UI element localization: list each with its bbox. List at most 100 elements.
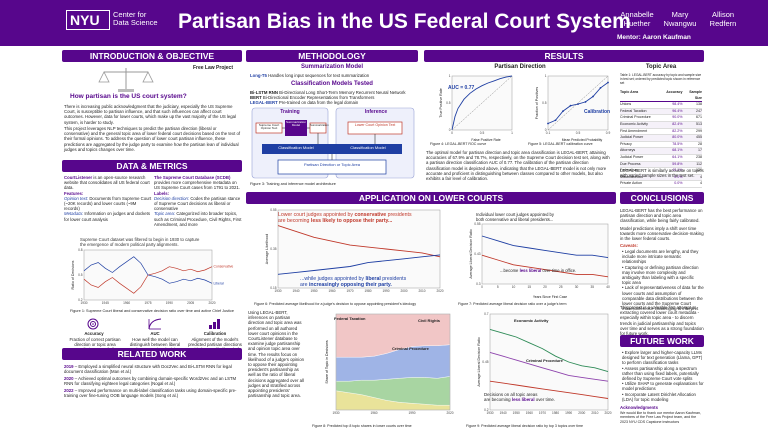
table-row: Federalism 43.1% 130 <box>620 168 702 175</box>
results-heading: RESULTS <box>424 50 704 62</box>
x-tick-label: 1940 <box>500 411 507 415</box>
fig6-chart: 1930 1940 1950 1960 1970 1980 1990 2000 2010 2020… <box>265 208 444 293</box>
opinion-text: Documents from Supreme Court (~20K recor… <box>64 195 152 212</box>
courtlistener-text: is an open-source research website that … <box>64 175 150 191</box>
table-cell: First Amendment <box>620 128 648 133</box>
model-name: Bi-LSTM RNN <box>250 90 278 95</box>
ann-blue-a: ...while judges appointed by <box>300 276 365 282</box>
x-tick-label: 1975 <box>144 301 151 305</box>
related-text: Employed a simplified neural structure w… <box>64 364 232 375</box>
y-axis-label: True Positive Rate <box>439 88 443 117</box>
table-cell: Attorneys <box>620 148 636 153</box>
table-cell: 90.0% <box>672 115 683 120</box>
intro-paragraph-2: This project leverages NLP techniques to… <box>64 126 241 152</box>
table-row: Miscellaneous 0.0% 4 <box>620 174 702 182</box>
table-cell: Miscellaneous <box>620 174 643 179</box>
x-tick-label: 5 <box>497 285 499 289</box>
y-tick-label: 0.3 <box>476 282 481 286</box>
y-axis-label: Average Liberal Decision Ratio <box>469 229 473 278</box>
metadata-text: Information on judges and dockets for lo… <box>64 211 151 222</box>
fig9-chart: 1930 1940 1950 1960 1970 1980 1990 2000 2010 2020… <box>477 312 612 415</box>
table-cell: Economic Activity <box>620 121 648 126</box>
table-row: Privacy 78.5% 28 <box>620 142 702 149</box>
y-tick-label: 0.2 <box>78 298 83 302</box>
table-cell: 455 <box>696 135 703 140</box>
y-axis-label: Average Likelihood <box>265 234 269 265</box>
table-cell: 17 <box>698 148 703 153</box>
classification-title: Classification Models Tested <box>291 81 373 87</box>
x-tick-label: 1990 <box>382 289 389 293</box>
data-point <box>554 119 557 122</box>
y-tick-label: 0.8 <box>78 248 83 252</box>
fig7-note-b: both conservative and liberal presidents… <box>476 217 554 223</box>
courtlistener-title: CourtListener <box>64 175 93 180</box>
series-label: Conservative <box>214 265 234 269</box>
metric-accuracy-title: Accuracy <box>84 331 104 336</box>
series-line <box>277 254 441 275</box>
fig6-conservative-annotation: Lower court judges appointed by conserva… <box>278 212 428 224</box>
future-item: Assess partisanship along a spectrum rat… <box>622 365 699 382</box>
table-cell: 80.0% <box>672 135 683 140</box>
summarization-model-name: Long-T5 <box>250 73 267 78</box>
series-line <box>489 351 609 382</box>
x-tick-label: 1960 <box>328 289 335 293</box>
partisan-direction-text: The optimal model for partisan direction… <box>426 150 610 182</box>
table-cell: Privacy <box>620 141 632 146</box>
x-tick-label: 2000 <box>578 411 585 415</box>
auc-curve-icon <box>148 318 162 330</box>
table-cell: Federal Taxation <box>620 108 647 113</box>
y-axis-label: Ratio of Decisions <box>71 260 75 289</box>
fig9-label-crim: Criminal Procedure <box>526 358 563 363</box>
node-summarization: Summarization <box>310 123 329 127</box>
data-point <box>592 95 594 98</box>
training-label: Training <box>280 109 300 115</box>
cal-xlabel: Mean Predicted Probability <box>561 138 603 142</box>
table-cell: 96.4% <box>672 108 683 113</box>
auc-annotation: AUC = 0.77 <box>448 85 475 91</box>
table-cell: 130 <box>696 168 703 173</box>
model-desc: Bi-Directional Long Short-Term Memory Re… <box>279 90 406 95</box>
poster-header: NYU Center for Data Science Partisan Bia… <box>0 0 768 46</box>
x-tick-label: 1950 <box>310 289 317 293</box>
table-row: Federal Taxation 96.4% 247 <box>620 108 702 116</box>
series-label: Liberal <box>214 281 224 285</box>
fig8-chart: 1930 1960 1990 2020 Share of Topic in Decisi… <box>325 313 454 415</box>
calibration-annotation: Calibration <box>584 109 611 115</box>
x-tick-label: 10 <box>512 285 516 289</box>
table-cell: 64.1% <box>672 154 683 159</box>
related-text: Achieved optimal outcomes by combining d… <box>64 376 237 387</box>
ann-red-e: less likely to oppose their party... <box>310 218 393 224</box>
reference-diagonal <box>547 75 609 131</box>
x-tick-label: 1990 <box>166 301 173 305</box>
x-tick-label: 2010 <box>418 289 425 293</box>
fig9-note-a: Decisions on all topic areas <box>484 392 538 397</box>
x-tick-label: 2000 <box>400 289 407 293</box>
conclusions-p1: LEGAL-BERT has the best performance on p… <box>620 208 703 224</box>
fig6-liberal-annotation: ...while judges appointed by liberal pre… <box>300 276 450 288</box>
data-point <box>599 86 602 89</box>
y-tick-label: 1 <box>545 74 547 78</box>
y-axis-label: Share of Topic in Decisions <box>325 340 329 383</box>
y-tick-label: 0 <box>449 128 451 132</box>
node-classification-model-train: Classification Model <box>278 145 314 150</box>
y-tick-label: 0.43 <box>474 252 480 256</box>
table-row: Attorneys 68.1% 17 <box>620 148 702 155</box>
labels-label: Labels: <box>154 190 170 196</box>
table-caption: Table 1: LEGAL-BERT accuracy by topic an… <box>620 73 702 85</box>
scdb-text: provides more comprehensive metadata on … <box>154 180 240 191</box>
fig9-note-d: over time. <box>535 397 556 403</box>
fig1-note: Supreme Court dataset was filtered to be… <box>80 237 240 247</box>
table-cell: Unions <box>620 102 632 107</box>
y-tick-label: 0.2 <box>484 408 489 412</box>
topic-area-title: Topic Area <box>645 64 677 70</box>
topic-label: Topic area: <box>154 211 176 217</box>
table-row: Criminal Procedure 90.0% 671 <box>620 115 702 122</box>
series-line <box>481 254 609 278</box>
fig9-label-econ: Economic Activity <box>514 318 549 323</box>
logo-subtitle: Center for Data Science <box>113 10 158 27</box>
table-cell: 98.4% <box>672 102 683 107</box>
topic-text: Categorized into broader topics, such as… <box>154 211 242 227</box>
using-legal-bert-body: Using LEGAL-BERT, inferences on partisan… <box>248 310 305 399</box>
metadata-label: Metadata: <box>64 211 84 217</box>
